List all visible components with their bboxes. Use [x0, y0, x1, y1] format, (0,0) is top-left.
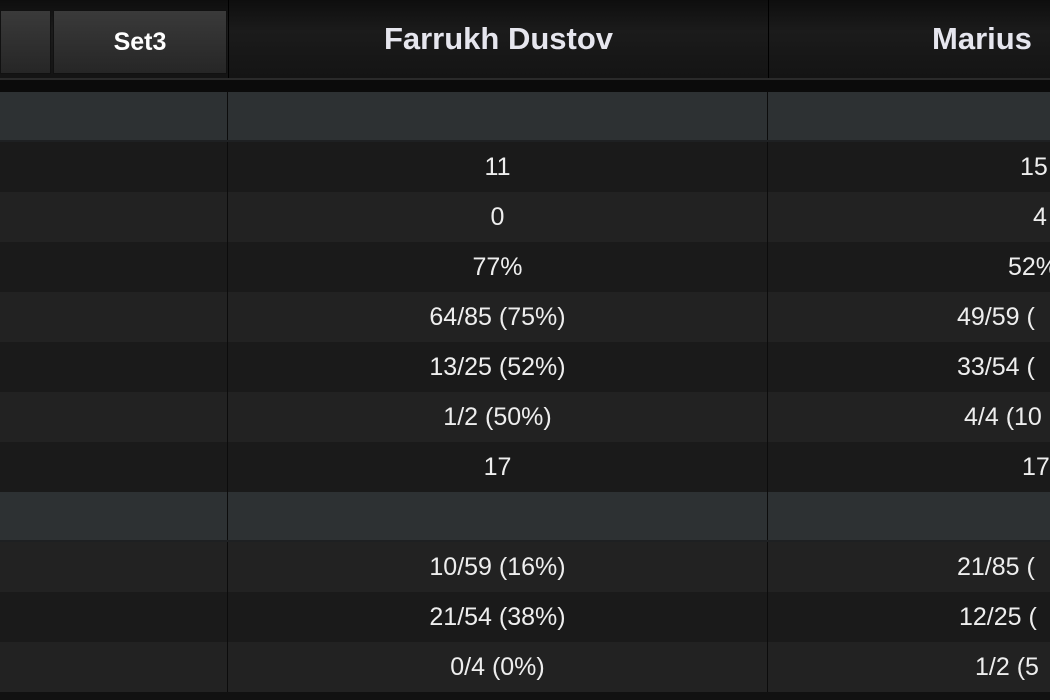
section-header-row: [0, 92, 1050, 142]
stats-header: Set3 Farrukh Dustov Marius: [0, 0, 1050, 80]
player1-value: 13/25 (52%): [228, 342, 768, 392]
player2-value: 17: [1022, 453, 1050, 481]
table-row: 11 15: [0, 142, 1050, 192]
player2-value: 49/59 (: [957, 303, 1035, 331]
player1-value: 0/4 (0%): [228, 642, 768, 692]
tab-previous-set[interactable]: [0, 10, 51, 74]
player2-value: 4/4 (10: [964, 403, 1042, 431]
table-row: 21/54 (38%) 12/25 (: [0, 592, 1050, 642]
player1-value: 1/2 (50%): [228, 392, 768, 442]
table-row: 13/25 (52%) 33/54 (: [0, 342, 1050, 392]
table-row: 0/4 (0%) 1/2 (5: [0, 642, 1050, 692]
player2-name: Marius: [768, 0, 1050, 78]
player1-value: 11: [228, 142, 768, 192]
table-row: 17 17: [0, 442, 1050, 492]
table-row: 77% 52%: [0, 242, 1050, 292]
player2-value: 21/85 (: [957, 553, 1035, 581]
table-row: 10/59 (16%) 21/85 (: [0, 542, 1050, 592]
tab-set3[interactable]: Set3: [53, 10, 227, 74]
divider: [0, 80, 1050, 92]
player2-value: 4: [1033, 203, 1047, 231]
player2-value: 33/54 (: [957, 353, 1035, 381]
player1-value: 0: [228, 192, 768, 242]
player1-value: 10/59 (16%): [228, 542, 768, 592]
player1-value: 21/54 (38%): [228, 592, 768, 642]
section-header-row: [0, 492, 1050, 542]
table-row: 1/2 (50%) 4/4 (10: [0, 392, 1050, 442]
player2-value: 15: [1020, 153, 1048, 181]
player1-value: 64/85 (75%): [228, 292, 768, 342]
table-row: 64/85 (75%) 49/59 (: [0, 292, 1050, 342]
player1-name: Farrukh Dustov: [228, 0, 768, 78]
player1-value: 17: [228, 442, 768, 492]
player1-value: 77%: [228, 242, 768, 292]
player2-value: 1/2 (5: [975, 653, 1039, 681]
player2-value: 52%: [1008, 253, 1050, 281]
player2-value: 12/25 (: [959, 603, 1037, 631]
